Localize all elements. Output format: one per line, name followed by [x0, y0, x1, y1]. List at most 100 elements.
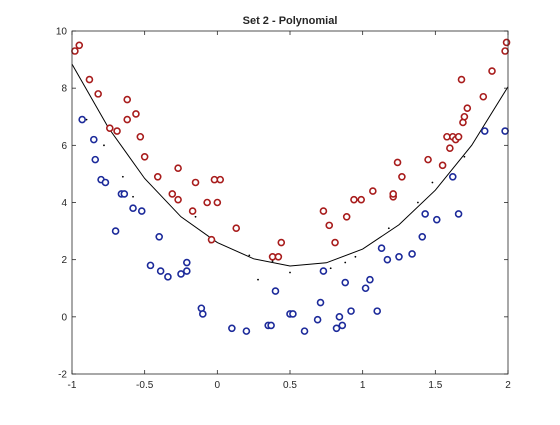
scatter-point: [183, 258, 191, 267]
scatter-point: [188, 207, 197, 215]
scatter-point: [377, 244, 386, 253]
scatter-point: [332, 324, 341, 333]
scatter-point: [71, 47, 79, 55]
scatter-point: [454, 210, 463, 218]
scatter-point: [183, 267, 191, 275]
y-tick-label: 0: [61, 312, 67, 323]
scatter-point: [373, 307, 382, 315]
y-tick-label: 10: [56, 27, 68, 38]
scatter-point: [274, 253, 283, 261]
scatter-point: [335, 313, 344, 321]
small-point: [344, 261, 347, 264]
small-point: [103, 144, 105, 147]
scatter-point: [300, 327, 309, 335]
y-tick-label: 4: [61, 198, 67, 209]
scatter-point: [424, 155, 432, 164]
scatter-point: [113, 127, 121, 135]
scatter-point: [191, 178, 200, 187]
scatter-point: [132, 110, 140, 118]
x-tick-label: 0.5: [283, 380, 297, 391]
scatter-point: [164, 273, 172, 281]
scatter-point: [463, 104, 472, 112]
scatter-point: [313, 315, 322, 324]
scatter-point: [342, 212, 351, 221]
scatter-point: [393, 158, 402, 167]
scatter-point: [361, 284, 370, 293]
scatter-point: [369, 187, 377, 195]
scatter-point: [140, 152, 149, 161]
small-point: [248, 254, 251, 257]
scatter-point: [432, 215, 441, 224]
small-point: [463, 155, 466, 158]
x-tick-label: 1: [360, 380, 366, 391]
scatter-point: [319, 267, 328, 275]
scatter-point: [331, 238, 339, 247]
scatter-point: [277, 238, 286, 247]
scatter-point: [366, 275, 374, 284]
decision-boundary-layer: [71, 63, 509, 267]
axes-layer: -1 -0.5 0 0.5 1 1.5 2 -2 0 2 4 6 8 10: [56, 27, 511, 392]
scatter-point: [448, 172, 457, 181]
scatter-point: [94, 90, 102, 98]
scatter-point: [85, 75, 94, 84]
scatter-point: [438, 161, 447, 170]
scatter-point: [129, 204, 137, 213]
scatter-point: [101, 178, 110, 187]
small-point: [289, 271, 291, 274]
scatter-point: [454, 132, 463, 141]
chart-title: Set 2 - Polynomial: [243, 15, 338, 27]
scatter-point: [289, 310, 297, 318]
scatter-point: [350, 195, 358, 204]
x-tick-label: -0.5: [136, 380, 154, 391]
scatter-point: [421, 210, 429, 218]
scatter-point: [213, 198, 222, 207]
y-tick-label: -2: [58, 370, 67, 381]
small-point: [354, 255, 357, 258]
scatter-point: [271, 287, 280, 295]
small-point: [271, 260, 274, 262]
scatter-point: [156, 267, 165, 275]
small-point: [416, 201, 419, 204]
y-tick-label: 8: [61, 84, 67, 95]
scatter-point: [174, 195, 182, 204]
scatter-point: [228, 324, 236, 333]
x-tick-label: -1: [68, 380, 77, 391]
scatter-point: [408, 250, 416, 258]
scatter-point: [203, 198, 211, 207]
scatter-point: [357, 195, 366, 204]
scatter-point: [457, 75, 466, 84]
scatter-point: [137, 207, 146, 215]
small-point: [257, 278, 259, 281]
scatter-point: [418, 233, 427, 241]
scatter-point: [338, 321, 347, 330]
scatter-point: [153, 172, 162, 181]
y-tick-label: 6: [61, 141, 67, 152]
small-point: [431, 181, 434, 184]
scatter-point: [398, 172, 406, 181]
scatter-point: [501, 47, 509, 55]
small-point: [329, 267, 332, 270]
scatter-point: [319, 207, 328, 215]
x-tick-label: 2: [505, 380, 511, 391]
scatter-point: [75, 41, 84, 50]
scatter-point: [267, 321, 275, 330]
scatter-point: [488, 67, 496, 75]
scatter-point: [111, 227, 120, 235]
scatter-point: [120, 190, 129, 198]
scatter-point: [136, 132, 145, 141]
scatter-point: [123, 115, 132, 124]
scatter-point: [207, 235, 216, 244]
scatter-point: [242, 327, 251, 335]
scatter-point: [78, 115, 86, 124]
decision-boundary-line: [71, 63, 509, 267]
scatter-point: [347, 307, 355, 315]
scatter-point: [395, 253, 403, 261]
scatter-point: [460, 112, 469, 121]
scatter-point: [232, 224, 241, 233]
scatter-point: [316, 298, 325, 307]
scatter-point: [146, 261, 155, 270]
scatter-point: [446, 144, 454, 152]
scatter-point: [199, 310, 207, 318]
